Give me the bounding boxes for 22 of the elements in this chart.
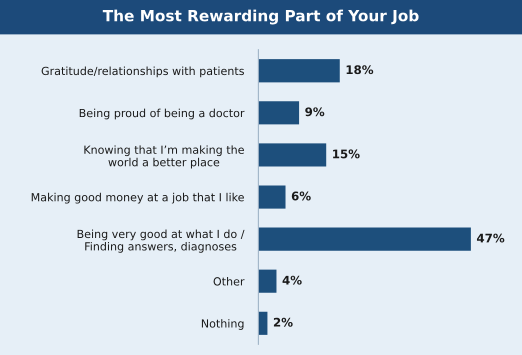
data-label: 47% [476,234,504,243]
bar [258,312,268,335]
bar [258,101,300,124]
y-tick-label: Being very good at what I do / Finding answers, diagnoses [78,230,244,253]
bar [258,143,326,167]
bar [258,185,286,209]
data-label: 6% [292,192,311,200]
chart-title: The Most Rewarding Part of Your Job [102,10,419,24]
bar [258,228,471,251]
data-label: 18% [346,65,374,74]
data-label: 2% [274,318,293,327]
bar [258,270,276,293]
bar [258,59,340,82]
y-tick-label: Making good money at a job that I like [32,192,244,204]
data-label: 9% [305,107,324,116]
data-label: 4% [282,276,302,285]
y-tick-label: Other [214,276,244,286]
y-tick-label: Nothing [202,319,244,330]
y-tick-label: Knowing that I’m making the world a better place [84,145,244,169]
y-tick-label: Being proud of being a doctor [80,108,244,120]
data-label: 15% [333,149,360,158]
y-tick-label: Gratitude/relationships with patients [42,66,244,78]
